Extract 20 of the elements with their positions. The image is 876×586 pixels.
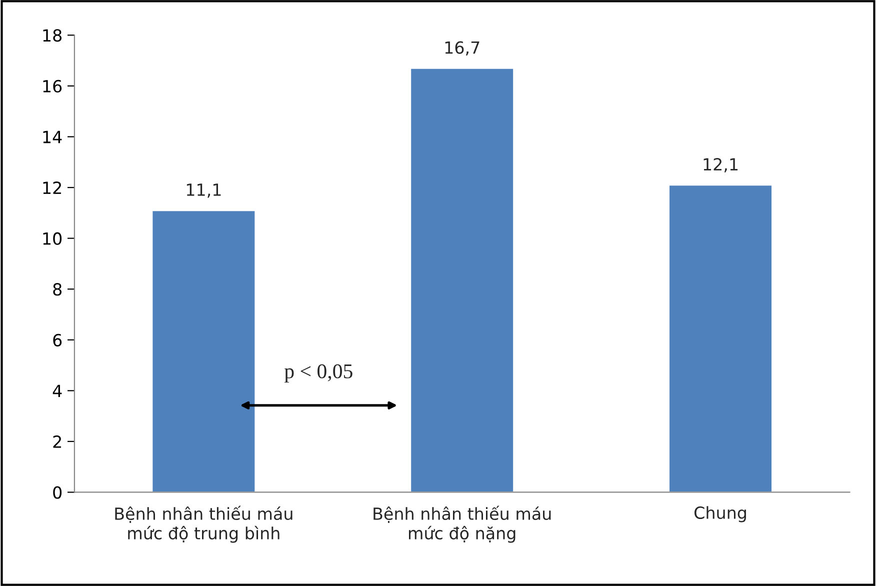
y-tick-label: 18 bbox=[43, 29, 62, 42]
y-tick-label: 16 bbox=[43, 80, 62, 93]
y-tick-label: 6 bbox=[53, 334, 62, 346]
data-label: 16,7 bbox=[445, 41, 480, 56]
y-tick-label: 12 bbox=[43, 181, 61, 194]
data-label: 12,1 bbox=[704, 158, 738, 172]
x-tick-label: Chung bbox=[694, 506, 746, 522]
x-tick-label: Bệnh nhân thiếu máu mức độ trung bình bbox=[115, 506, 292, 543]
y-tick-label: 4 bbox=[52, 384, 62, 397]
x-tick-label: Bệnh nhân thiếu máu mức độ nặng bbox=[374, 506, 551, 543]
data-label: 11,1 bbox=[186, 184, 221, 198]
bar bbox=[151, 210, 256, 492]
y-tick-label: 14 bbox=[43, 130, 62, 144]
y-tick-label: 10 bbox=[43, 232, 62, 245]
bar bbox=[410, 67, 514, 492]
y-tick-label: 2 bbox=[53, 435, 61, 448]
y-tick-label: 8 bbox=[53, 283, 62, 296]
annotation: p < 0,05 bbox=[284, 364, 352, 383]
y-tick-label: 0 bbox=[53, 486, 62, 499]
bar bbox=[668, 184, 773, 492]
